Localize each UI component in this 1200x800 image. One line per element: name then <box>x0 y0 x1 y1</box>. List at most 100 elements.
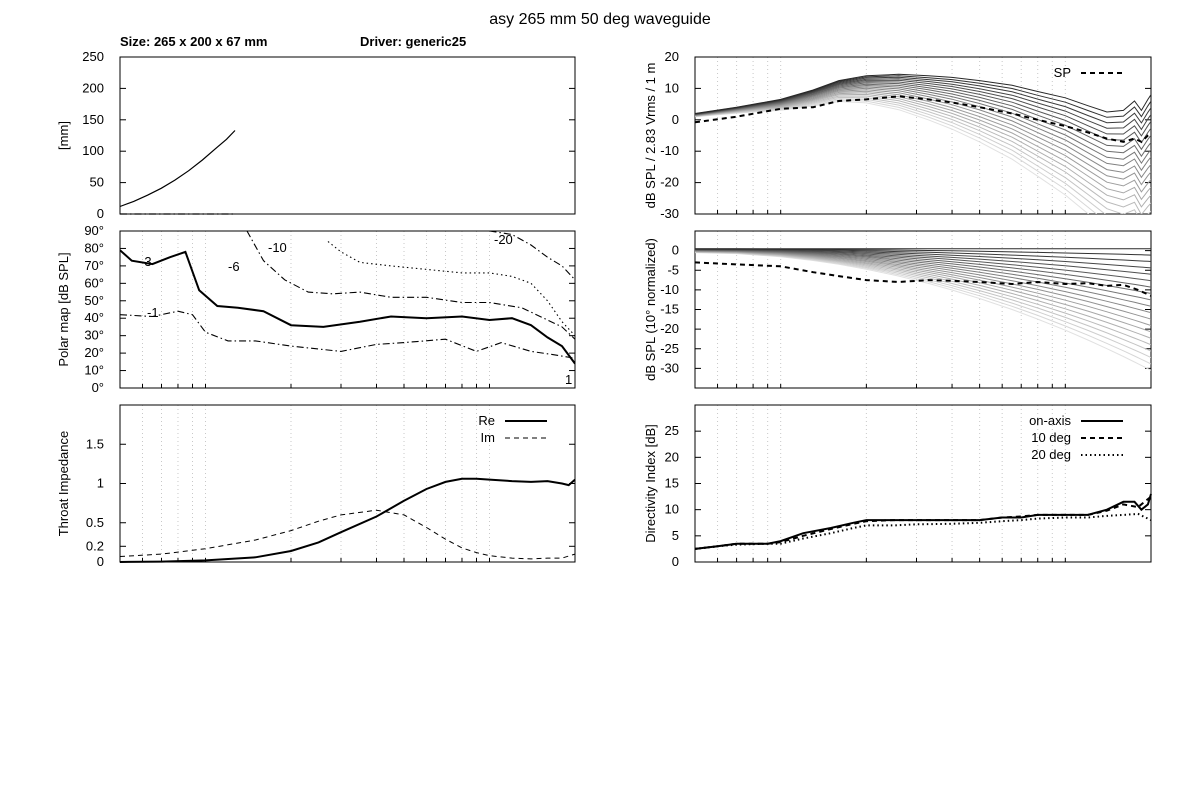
y-tick-label: -25 <box>660 341 679 356</box>
y-tick-label: -30 <box>660 360 679 375</box>
normalized-curve <box>695 248 1151 256</box>
normalized-curve <box>695 250 1151 320</box>
normalized-curve <box>695 251 1151 346</box>
y-tick-label: -5 <box>667 262 679 277</box>
y-tick-label: -20 <box>660 175 679 190</box>
y-tick-label: 10 <box>665 502 679 517</box>
plot-frame <box>694 404 1152 563</box>
sound-power-normalized-line <box>694 261 1152 297</box>
off-axis-curve <box>695 92 1151 201</box>
driver-label: Driver: generic25 <box>360 34 466 49</box>
normalized-curve <box>695 249 1151 288</box>
y-tick-label: 50° <box>84 293 104 308</box>
y-tick-label: 0 <box>672 554 679 569</box>
off-axis-curve <box>695 83 1151 158</box>
off-axis-curve <box>695 76 1151 124</box>
fan-group <box>695 73 1151 214</box>
legend-label: SP <box>1054 65 1071 80</box>
y-tick-label: 0 <box>672 243 679 258</box>
normalized-curve <box>695 252 1151 371</box>
y-tick-label: 90° <box>84 223 104 238</box>
normalized-curve <box>695 248 1151 262</box>
y-tick-label: 20° <box>84 345 104 360</box>
legend-label: Im <box>481 430 495 445</box>
panel-profile: 0 50 100 150 200 250 [mm] <box>56 49 576 221</box>
contour-label: -3 <box>140 254 152 269</box>
y-tick-label: 40° <box>84 310 104 325</box>
off-axis-curve <box>695 84 1151 165</box>
off-axis-curve <box>695 86 1151 172</box>
off-axis-curve <box>695 81 1151 144</box>
off-axis-curve <box>695 75 1151 118</box>
normalized-curve <box>695 251 1151 339</box>
contour-line <box>246 231 575 340</box>
plot-frame <box>119 404 576 563</box>
panel-spl-response: -30 -20 -10 0 10 20 dB SPL / 2.83 Vrms / 1 m SP <box>643 49 1152 221</box>
normalized-curve <box>695 249 1151 294</box>
contour-label: -20 <box>494 232 513 247</box>
off-axis-curve <box>695 93 1151 208</box>
normalized-curve <box>695 250 1151 326</box>
legend-label: 10 deg <box>1031 430 1071 445</box>
series-line <box>694 493 1152 550</box>
y-tick-label: -10 <box>660 143 679 158</box>
plot-frame <box>694 230 1152 389</box>
y-tick-label: 25 <box>665 423 679 438</box>
contour-line <box>120 249 575 365</box>
off-axis-curve <box>695 87 1151 179</box>
y-axis-label: dB SPL (10° normalized) <box>643 238 658 381</box>
panel-polar-map: 0° 10° 20° 30° 40° 50° 60° 70° 80° 90° Polar map [… <box>56 223 576 395</box>
normalized-curve <box>695 248 1151 269</box>
panel-directivity-index: 0 5 10 15 20 25 Directivity Index [dB] on-axis 1… <box>643 404 1152 569</box>
y-tick-label: 150 <box>82 112 104 127</box>
y-axis-label: Directivity Index [dB] <box>643 424 658 543</box>
contour-label: -6 <box>228 259 240 274</box>
off-axis-curve <box>695 89 1151 186</box>
off-axis-curve <box>695 95 1151 214</box>
y-tick-label: 80° <box>84 240 104 255</box>
y-tick-label: 70° <box>84 258 104 273</box>
y-tick-label: 100 <box>82 143 104 158</box>
series-line <box>119 130 236 208</box>
panel-throat-impedance: 00.2 0.5 1 1.5 Throat Impedance Re Im <box>56 404 576 569</box>
normalized-curve <box>695 250 1151 333</box>
off-axis-curve <box>695 99 1098 214</box>
y-tick-label: 0 <box>97 206 104 221</box>
off-axis-curve <box>695 90 1151 193</box>
normalized-curve <box>695 249 1151 282</box>
y-tick-label: 1.5 <box>86 436 104 451</box>
legend-label: on-axis <box>1029 413 1071 428</box>
contour-line <box>327 241 575 337</box>
panel-normalized-response: -30 -25 -20 -15 -10 -5 0 dB SPL (10° normalized… <box>643 230 1152 389</box>
y-tick-label: -10 <box>660 282 679 297</box>
normalized-curve <box>695 251 1151 365</box>
y-tick-label: 1 <box>97 476 104 491</box>
contour-line <box>120 310 575 359</box>
y-tick-label: -15 <box>660 302 679 317</box>
series-line <box>119 477 576 563</box>
series-line <box>694 495 1152 550</box>
y-tick-label: 0.2 <box>86 538 104 553</box>
y-axis-label: dB SPL / 2.83 Vrms / 1 m <box>643 63 658 209</box>
contour-line <box>489 231 575 281</box>
y-tick-label: 0 <box>97 554 104 569</box>
contour-group <box>120 231 575 365</box>
y-axis-label: Throat Impedance <box>56 431 71 537</box>
y-tick-label: 0° <box>92 380 104 395</box>
normalized-curve <box>695 251 1151 358</box>
normalized-curve <box>695 249 1151 301</box>
off-axis-curve <box>695 73 1151 114</box>
off-axis-curve <box>695 96 1151 214</box>
y-tick-label: 30° <box>84 328 104 343</box>
series-line <box>119 509 576 560</box>
normalized-curve <box>695 250 1151 314</box>
plots-group: 050100150200250[mm]0°10°20°30°40°50°60°7… <box>56 49 1152 569</box>
contour-label: -10 <box>268 240 287 255</box>
y-tick-label: 5 <box>672 528 679 543</box>
normalized-curve <box>695 251 1151 352</box>
y-tick-label: 250 <box>82 49 104 64</box>
y-tick-label: 50 <box>90 175 104 190</box>
legend-label: 20 deg <box>1031 447 1071 462</box>
y-tick-label: 0.5 <box>86 515 104 530</box>
